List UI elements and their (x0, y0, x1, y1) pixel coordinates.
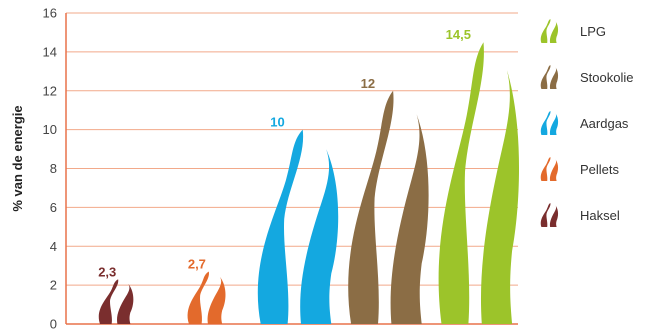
flame-bar-stookolie (348, 90, 429, 324)
flame-bars (98, 42, 520, 324)
legend-label: LPG (580, 24, 606, 39)
legend-item-pellets: Pellets (540, 157, 620, 181)
y-axis-label: % van de energie (10, 105, 25, 211)
legend-item-aardgas: Aardgas (540, 111, 629, 135)
legend-flame-icon (540, 203, 559, 227)
y-tick-label: 8 (50, 161, 57, 176)
legend-flame-icon (540, 19, 559, 43)
legend-flame-icon (540, 157, 559, 181)
data-label-haksel: 2,3 (98, 264, 116, 279)
legend-item-haksel: Haksel (540, 203, 620, 227)
y-tick-label: 2 (50, 278, 57, 293)
legend: LPG Stookolie Aardgas Pellets Haksel (540, 19, 633, 227)
data-label-lpg: 14,5 (446, 27, 471, 42)
flame-bar-pellets (187, 271, 226, 324)
y-tick-label: 4 (50, 239, 57, 254)
legend-item-stookolie: Stookolie (540, 65, 633, 89)
y-tick-label: 6 (50, 200, 57, 215)
legend-flame-icon (540, 111, 559, 135)
data-label-aardgas: 10 (270, 115, 284, 130)
data-labels: 2,3 2,7 10 12 14,5 (98, 27, 471, 279)
flame-bar-lpg (438, 42, 520, 324)
y-tick-label: 12 (43, 83, 57, 98)
legend-flame-icon (540, 65, 559, 89)
legend-label: Haksel (580, 208, 620, 223)
legend-label: Aardgas (580, 116, 629, 131)
legend-label: Stookolie (580, 70, 633, 85)
legend-label: Pellets (580, 162, 620, 177)
y-tick-label: 16 (43, 6, 57, 21)
y-tick-labels: 0 2 4 6 8 10 12 14 16 (43, 6, 57, 331)
y-tick-label: 14 (43, 44, 57, 59)
legend-item-lpg: LPG (540, 19, 606, 43)
data-label-pellets: 2,7 (188, 257, 206, 272)
flame-bar-aardgas (257, 129, 339, 324)
y-tick-label: 10 (43, 122, 57, 137)
y-tick-label: 0 (50, 317, 57, 331)
data-label-stookolie: 12 (361, 76, 375, 91)
flame-bar-haksel (98, 279, 134, 324)
